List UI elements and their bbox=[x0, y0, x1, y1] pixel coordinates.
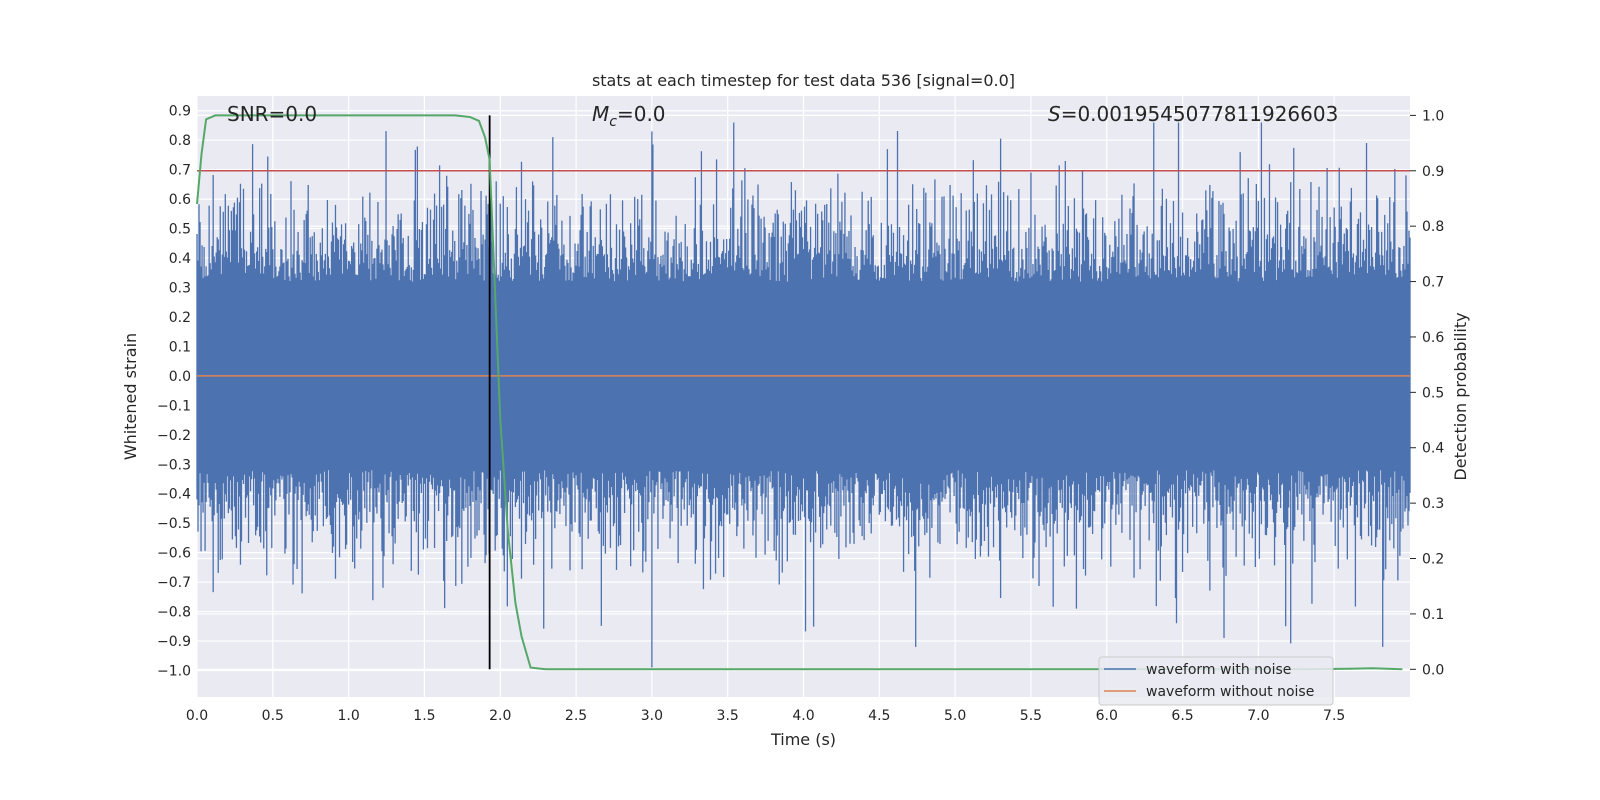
y-axis-label: Whitened strain bbox=[121, 333, 140, 460]
y-tick-label: 0.8 bbox=[169, 133, 191, 149]
y-tick-label: 0.9 bbox=[169, 104, 191, 120]
y-tick-label: 0.0 bbox=[169, 369, 191, 385]
y2-tick-label: 0.5 bbox=[1422, 385, 1444, 401]
noise-path bbox=[196, 122, 1411, 668]
x-tick-label: 5.0 bbox=[944, 708, 966, 724]
x-tick-label: 1.5 bbox=[413, 708, 435, 724]
y-tick-label: 0.3 bbox=[169, 280, 191, 296]
x-tick-label: 7.5 bbox=[1323, 708, 1345, 724]
y-axis-ticks: 0.9 0.8 0.7 0.6 0.5 0.4 0.3 0.2 0.1 0.0 −0.1 −0.2 −0… bbox=[157, 104, 191, 680]
x-tick-label: 2.0 bbox=[489, 708, 511, 724]
annotation-mc-symbol: M bbox=[592, 102, 609, 126]
y-tick-label: −0.7 bbox=[157, 575, 191, 591]
x-tick-label: 2.5 bbox=[565, 708, 587, 724]
y2-tick-label: 0.2 bbox=[1422, 552, 1444, 568]
y2-tick-label: 0.1 bbox=[1422, 607, 1444, 623]
legend-label-noise: waveform with noise bbox=[1146, 662, 1291, 678]
y-tick-label: −1.0 bbox=[157, 663, 191, 679]
legend-box bbox=[1098, 656, 1334, 706]
annotation-mc-value: =0.0 bbox=[617, 102, 666, 126]
y-tick-label: −0.6 bbox=[157, 546, 191, 562]
y-tick-label: 0.5 bbox=[169, 222, 191, 238]
x-tick-label: 0.5 bbox=[262, 708, 284, 724]
annotation-s-symbol: S bbox=[1048, 102, 1061, 126]
y-tick-label: −0.8 bbox=[157, 605, 191, 621]
y-tick-label: 0.7 bbox=[169, 163, 191, 179]
legend: waveform with noise waveform without noi… bbox=[1098, 656, 1334, 706]
y2-axis-label: Detection probability bbox=[1451, 312, 1470, 480]
annotation-chirp-mass: Mc=0.0 bbox=[592, 102, 666, 130]
x-tick-label: 0.0 bbox=[186, 708, 208, 724]
y-tick-label: 0.1 bbox=[169, 339, 191, 355]
legend-label-clean: waveform without noise bbox=[1146, 684, 1314, 700]
y2-tick-label: 0.0 bbox=[1422, 662, 1444, 678]
chart-title: stats at each timestep for test data 536… bbox=[592, 71, 1015, 90]
x-tick-label: 7.0 bbox=[1247, 708, 1269, 724]
annotation-snr: SNR=0.0 bbox=[227, 102, 317, 126]
y-tick-label: −0.1 bbox=[157, 398, 191, 414]
x-tick-label: 3.5 bbox=[717, 708, 739, 724]
annotation-statistic: S=0.0019545077811926603 bbox=[1048, 102, 1338, 126]
y-tick-label: −0.4 bbox=[157, 487, 191, 503]
y2-tick-label: 0.7 bbox=[1422, 275, 1444, 291]
x-tick-label: 4.5 bbox=[868, 708, 890, 724]
y2-tick-label: 0.8 bbox=[1422, 219, 1444, 235]
y2-tick-label: 0.4 bbox=[1422, 441, 1444, 457]
y-tick-label: 0.4 bbox=[169, 251, 191, 267]
y2-tick-label: 0.6 bbox=[1422, 330, 1444, 346]
y-tick-label: 0.2 bbox=[169, 310, 191, 326]
x-axis-label: Time (s) bbox=[770, 730, 836, 749]
x-tick-label: 3.0 bbox=[641, 708, 663, 724]
y-tick-label: −0.2 bbox=[157, 428, 191, 444]
annotation-mc-subscript: c bbox=[609, 114, 617, 130]
y2-tick-label: 1.0 bbox=[1422, 108, 1444, 124]
x-tick-label: 6.0 bbox=[1096, 708, 1118, 724]
x-axis-ticks: 0.0 0.5 1.0 1.5 2.0 2.5 3.0 3.5 4.0 4.5 5.0 5.5 6.0 6… bbox=[186, 708, 1345, 724]
y2-axis-ticks: 1.0 0.9 0.8 0.7 0.6 0.5 0.4 0.3 0.2 0.1 0.0 bbox=[1410, 108, 1444, 678]
annotation-s-value: =0.0019545077811926603 bbox=[1061, 102, 1339, 126]
y-tick-label: −0.5 bbox=[157, 516, 191, 532]
series-waveform-with-noise bbox=[196, 122, 1411, 668]
y-tick-label: 0.6 bbox=[169, 192, 191, 208]
y-tick-label: −0.3 bbox=[157, 457, 191, 473]
x-tick-label: 4.0 bbox=[792, 708, 814, 724]
x-tick-label: 1.0 bbox=[337, 708, 359, 724]
y-tick-label: −0.9 bbox=[157, 634, 191, 650]
x-tick-label: 5.5 bbox=[1020, 708, 1042, 724]
y2-tick-label: 0.3 bbox=[1422, 496, 1444, 512]
x-tick-label: 6.5 bbox=[1171, 708, 1193, 724]
y2-tick-label: 0.9 bbox=[1422, 164, 1444, 180]
